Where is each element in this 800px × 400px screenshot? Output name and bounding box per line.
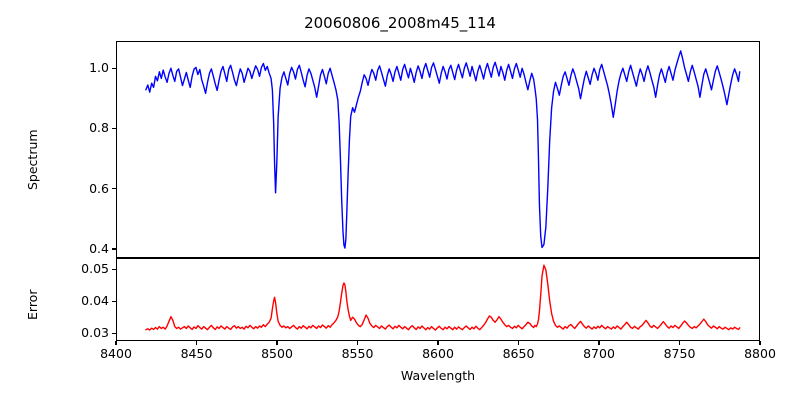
- x-tick-label: 8750: [663, 346, 696, 361]
- y-tick-label-error: 0.03: [81, 325, 109, 341]
- x-tick-mark: [356, 341, 359, 345]
- x-tick-mark: [759, 341, 761, 345]
- x-tick-label: 8650: [502, 346, 535, 361]
- x-tick-label: 8500: [261, 346, 293, 361]
- x-tick-mark: [678, 341, 681, 345]
- y-tick-label-spectrum: 1.0: [89, 60, 109, 76]
- x-tick-label: 8600: [422, 346, 454, 361]
- y-tick-mark-spectrum: [112, 67, 116, 69]
- y-tick-mark-spectrum: [112, 127, 116, 129]
- error-plot-panel: [116, 258, 760, 341]
- x-tick-label: 8450: [180, 346, 213, 361]
- x-tick-label: 8550: [341, 346, 374, 361]
- x-tick-mark: [437, 341, 439, 345]
- y-tick-label-error: 0.04: [81, 293, 109, 309]
- spectrum-axis-label: Spectrum: [25, 129, 40, 190]
- x-tick-label: 8700: [583, 346, 615, 361]
- y-tick-mark-error: [112, 268, 116, 270]
- y-tick-label-spectrum: 0.8: [89, 120, 109, 136]
- x-tick-mark: [115, 341, 117, 345]
- x-tick-label: 8400: [100, 346, 132, 361]
- spectrum-line-series: [117, 42, 759, 257]
- x-tick-label: 8800: [744, 346, 776, 361]
- y-tick-mark-spectrum: [112, 188, 116, 190]
- x-axis-label: Wavelength: [400, 368, 476, 383]
- spectrum-plot-panel: [116, 41, 760, 258]
- y-tick-label-spectrum: 0.6: [89, 180, 109, 196]
- y-tick-mark-error: [112, 332, 116, 334]
- y-tick-label-spectrum: 0.4: [89, 240, 109, 256]
- x-tick-mark: [276, 341, 278, 345]
- y-tick-mark-spectrum: [112, 248, 116, 250]
- error-axis-label: Error: [25, 289, 40, 320]
- y-tick-label-error: 0.05: [81, 261, 109, 277]
- x-tick-mark: [598, 341, 600, 345]
- y-tick-mark-error: [112, 300, 116, 302]
- chart-title: 20060806_2008m45_114: [304, 14, 496, 32]
- error-line-series: [117, 259, 759, 340]
- x-tick-mark: [195, 341, 198, 345]
- x-tick-mark: [517, 341, 520, 345]
